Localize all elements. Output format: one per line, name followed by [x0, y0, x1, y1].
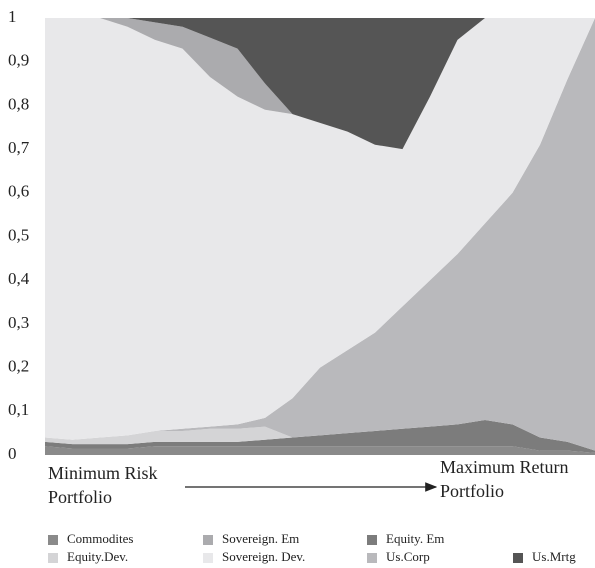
area	[45, 446, 595, 455]
y-tick-label: 1	[8, 7, 17, 26]
y-tick-label: 0,2	[8, 357, 29, 376]
legend-swatch	[367, 535, 377, 545]
y-tick-label: 0,3	[8, 313, 29, 332]
y-tick-label: 0,4	[8, 269, 30, 288]
legend-swatch	[203, 553, 213, 563]
legend-label: Us.Mrtg	[532, 549, 576, 564]
annotation: Portfolio	[440, 481, 504, 501]
annotation: Maximum Return	[440, 457, 569, 477]
area	[45, 18, 595, 440]
legend-swatch	[203, 535, 213, 545]
legend-label: Equity.Dev.	[67, 549, 128, 564]
area	[45, 420, 595, 451]
y-tick-label: 0,8	[8, 94, 29, 113]
y-tick-label: 0,1	[8, 400, 29, 419]
annotation: Minimum Risk	[48, 463, 158, 483]
legend-label: Equity. Em	[386, 531, 444, 546]
legend-label: Commodites	[67, 531, 133, 546]
area	[45, 18, 595, 451]
legend-swatch	[513, 553, 523, 563]
legend-swatch	[367, 553, 377, 563]
legend-label: Us.Corp	[386, 549, 430, 564]
legend-swatch	[48, 535, 58, 545]
y-tick-label: 0,6	[8, 182, 29, 201]
y-tick-label: 0,7	[8, 138, 30, 157]
area	[45, 420, 595, 453]
legend-label: Sovereign. Dev.	[222, 549, 305, 564]
legend-swatch	[48, 553, 58, 563]
legend-label: Sovereign. Em	[222, 531, 299, 546]
area	[45, 18, 595, 150]
y-tick-label: 0,5	[8, 225, 29, 244]
y-tick-label: 0,9	[8, 51, 29, 70]
annotation: Portfolio	[48, 487, 112, 507]
y-tick-label: 0	[8, 444, 17, 463]
